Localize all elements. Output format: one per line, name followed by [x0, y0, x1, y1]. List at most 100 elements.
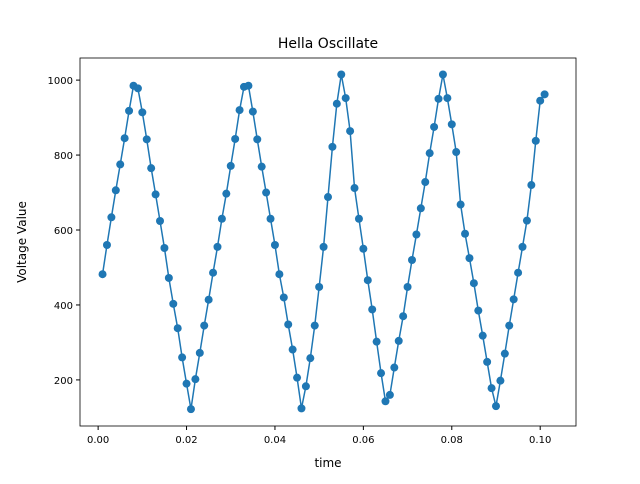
data-point [461, 229, 470, 238]
data-point [399, 312, 408, 321]
data-point [328, 142, 337, 151]
data-point [540, 90, 549, 99]
y-axis-label: Voltage Value [15, 201, 29, 283]
data-point [235, 106, 244, 115]
data-point [111, 186, 120, 195]
data-point [253, 135, 262, 144]
data-point [412, 230, 421, 239]
data-point [491, 402, 500, 411]
data-point [138, 108, 147, 117]
data-point [514, 268, 523, 277]
x-tick-label: 0.06 [352, 435, 374, 446]
x-tick-label: 0.00 [87, 435, 109, 446]
data-point [509, 295, 518, 304]
data-point [522, 216, 531, 225]
data-point [275, 270, 284, 279]
data-point [483, 357, 492, 366]
y-tick-label: 600 [54, 226, 73, 237]
data-point [319, 242, 328, 251]
data-point [213, 242, 222, 251]
data-point [438, 70, 447, 79]
data-point [297, 404, 306, 413]
chart-title: Hella Oscillate [278, 36, 378, 52]
data-point [421, 178, 430, 187]
data-point [257, 162, 266, 171]
data-point [195, 348, 204, 357]
data-point [359, 244, 368, 253]
data-point [164, 273, 173, 282]
data-point [310, 321, 319, 330]
data-point [505, 321, 514, 330]
data-point [447, 120, 456, 129]
data-point [222, 189, 231, 198]
data-point [244, 81, 253, 90]
data-point [324, 193, 332, 202]
data-point [500, 349, 509, 358]
data-point [248, 107, 257, 116]
data-point [390, 363, 399, 372]
data-point [266, 214, 275, 223]
data-point [456, 200, 465, 209]
data-point [262, 188, 271, 197]
data-point [209, 268, 218, 277]
data-point [518, 242, 527, 251]
data-point [102, 240, 111, 249]
data-point [191, 375, 200, 384]
data-point [346, 127, 355, 136]
data-point [279, 293, 288, 302]
x-tick-label: 0.04 [264, 435, 286, 446]
data-point [496, 376, 505, 385]
data-point [452, 148, 461, 157]
data-point [178, 353, 187, 362]
data-point [531, 136, 540, 145]
data-point [133, 84, 142, 93]
data-point [160, 243, 169, 252]
data-point [385, 390, 394, 399]
data-point [147, 164, 156, 173]
data-point [474, 306, 483, 315]
y-tick-label: 400 [54, 301, 73, 312]
data-point [226, 161, 235, 170]
x-tick-label: 0.02 [175, 435, 197, 446]
data-point [301, 382, 310, 391]
data-point [217, 214, 226, 223]
data-point [416, 204, 425, 213]
data-point [527, 181, 536, 190]
data-point [341, 94, 350, 103]
data-point [125, 106, 134, 115]
data-point [478, 331, 487, 340]
x-tick-label: 0.10 [529, 435, 551, 446]
data-point [332, 99, 341, 108]
data-point [156, 217, 165, 226]
data-point [204, 295, 213, 304]
x-axis-label: time [314, 456, 341, 470]
data-point [293, 373, 302, 382]
data-point [469, 279, 478, 288]
data-point [377, 369, 386, 378]
data-point [363, 276, 372, 285]
data-point [182, 379, 191, 388]
data-point [142, 135, 151, 144]
y-tick-label: 1000 [48, 76, 73, 87]
data-point [536, 96, 545, 105]
x-tick-label: 0.08 [441, 435, 463, 446]
data-point [120, 134, 129, 143]
data-point [394, 336, 403, 345]
data-point [487, 384, 496, 393]
y-tick-label: 200 [54, 376, 73, 387]
data-point [169, 299, 178, 308]
data-point [231, 134, 240, 143]
data-point [186, 405, 195, 414]
y-tick-label: 800 [54, 151, 73, 162]
data-point [173, 324, 182, 333]
data-point [430, 122, 439, 131]
data-point [306, 354, 315, 363]
data-point [443, 94, 452, 103]
data-point [350, 184, 359, 193]
data-point [425, 149, 434, 158]
data-point [151, 190, 160, 199]
data-point [200, 321, 209, 330]
data-point [407, 255, 416, 264]
